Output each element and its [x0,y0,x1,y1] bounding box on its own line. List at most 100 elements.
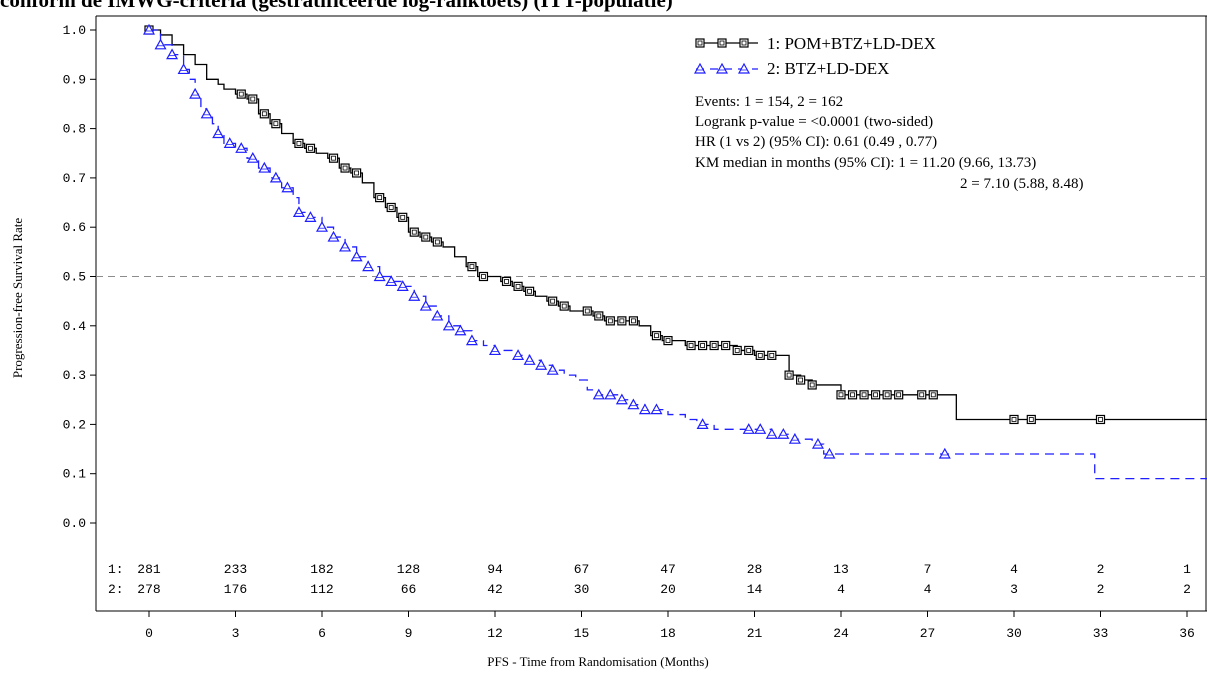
at-risk-row-label: 2: [108,582,124,597]
series-1-censor-mark [709,340,719,351]
series-1-censor-mark-inner [550,298,556,304]
legend-series-1-square-inner [697,40,703,46]
y-tick-label: 0.1 [63,467,87,482]
at-risk-value: 3 [1010,582,1018,597]
at-risk-value: 4 [1010,562,1018,577]
series-2-censor-mark [419,299,432,311]
series-2-censor-mark [488,344,502,356]
series-2-censor-mark [154,38,167,50]
series-2-censor-mark [177,63,190,75]
series-1-censor-mark [328,153,339,163]
series-2-censor-mark [742,423,755,434]
at-risk-value: 182 [310,562,333,577]
series-1-censor-mark [248,94,258,104]
series-2-start-mark [142,23,156,35]
y-tick-label: 0.2 [63,417,86,432]
stats-block: Events: 1 = 154, 2 = 162 Logrank p-value… [695,94,1083,192]
series-1-censor-mark [697,340,708,351]
series-1-censor-mark-inner [723,343,729,348]
stats-km-median-2: 2 = 7.10 (5.88, 8.48) [960,176,1083,192]
series-1-censor-mark [732,345,742,356]
series-1-censor-mark-inner [388,205,394,210]
series-1-censor-mark [663,335,673,346]
series-1-censor-mark-inner [631,318,636,324]
at-risk-value: 112 [310,582,333,597]
series-1-censor-mark [767,350,777,360]
series-1-censor-mark-inner [665,338,671,343]
series-1-censor-mark-inner [238,91,244,97]
legend-series-2-triangle [715,62,729,74]
series-1-censor-mark-inner [919,392,925,398]
series-2-censor-mark [546,363,559,375]
at-risk-value: 278 [137,582,160,597]
series-1-censor-mark [559,301,569,311]
series-1-censor-mark-inner [769,352,775,358]
x-tick-label: 0 [145,626,153,641]
at-risk-row-label: 1: [108,562,124,577]
series-2-censor-mark [777,428,790,439]
series-1-censor-mark [582,306,592,316]
legend: 1: POM+BTZ+LD-DEX 2: BTZ+LD-DEX [693,34,936,78]
series-1-censor-mark-inner [584,308,590,314]
series-1-censor-mark-inner [561,303,567,309]
series-1-censor-mark [548,296,558,306]
series-2-censor-mark [189,87,202,99]
at-risk-value: 1 [1183,562,1191,577]
series-1-censor-mark-inner [400,214,406,220]
x-tick-label: 27 [920,626,936,641]
y-tick-label: 1.0 [63,23,86,38]
series-1-censor-mark [721,340,731,351]
series-2-censor-mark [396,280,409,291]
y-tick-label: 0.5 [63,270,86,285]
series-2-censor-mark [523,354,536,365]
series-1 [144,25,1207,425]
y-axis-title: Progression-free Survival Rate [10,218,25,379]
series-1-censor-mark [894,390,904,400]
series-2-censor-mark [512,349,525,360]
series-1-censor-mark [917,390,927,400]
series-2-censor-mark [269,171,282,183]
series-1-censor-mark-inner [296,140,302,146]
series-1-censor-mark [836,390,846,400]
series-2-censor-mark [454,324,467,336]
series-1-censor-mark-inner [515,283,521,289]
series-1-censor-mark-inner [261,111,267,117]
y-tick-label: 0.0 [63,516,86,531]
series-1-censor-mark-inner [504,279,509,284]
series-1-censor-mark [294,138,304,148]
series-1-censor-mark [870,390,881,400]
series-2-censor-mark [304,211,317,222]
x-axis-title: PFS - Time from Randomisation (Months) [487,654,708,669]
series-1-censor-mark-inner [688,343,694,348]
series-1-censor-mark-inner [619,318,625,324]
series-1-censor-mark-inner [434,239,440,245]
series-1-censor-mark-inner [734,348,740,353]
series-1-censor-mark [432,237,442,247]
series-1-censor-mark [305,143,316,153]
x-tick-label: 3 [232,626,240,641]
series-1-censor-mark-inner [354,170,360,176]
series-1-censor-mark [409,227,419,237]
series-2-censor-mark [315,220,329,232]
at-risk-value: 66 [401,582,417,597]
series-1-censor-mark-inner [896,392,902,398]
series-1-censor-mark-inner [596,313,602,319]
series-1-censor-mark [501,276,512,287]
series-2-censor-mark [615,393,628,405]
legend-series-1-square-inner [741,40,747,46]
series-1-censor-mark [686,340,696,351]
series-1-censor-mark-inner [377,195,383,201]
series-2-censor-mark [465,334,478,346]
at-risk-value: 28 [747,562,763,577]
series-1-censor-mark [617,316,627,326]
series-1-censor-mark [236,89,246,99]
series-1-censor-mark-inner [809,382,815,388]
at-risk-value: 30 [574,582,590,597]
series-2-censor-mark [604,388,617,400]
at-risk-value: 13 [833,562,849,577]
series-2-censor-mark [535,359,548,370]
at-risk-value: 94 [487,562,503,577]
y-tick-label: 0.6 [63,220,86,235]
series-1-censor-mark [259,109,269,119]
series-2-censor-mark [362,260,375,272]
